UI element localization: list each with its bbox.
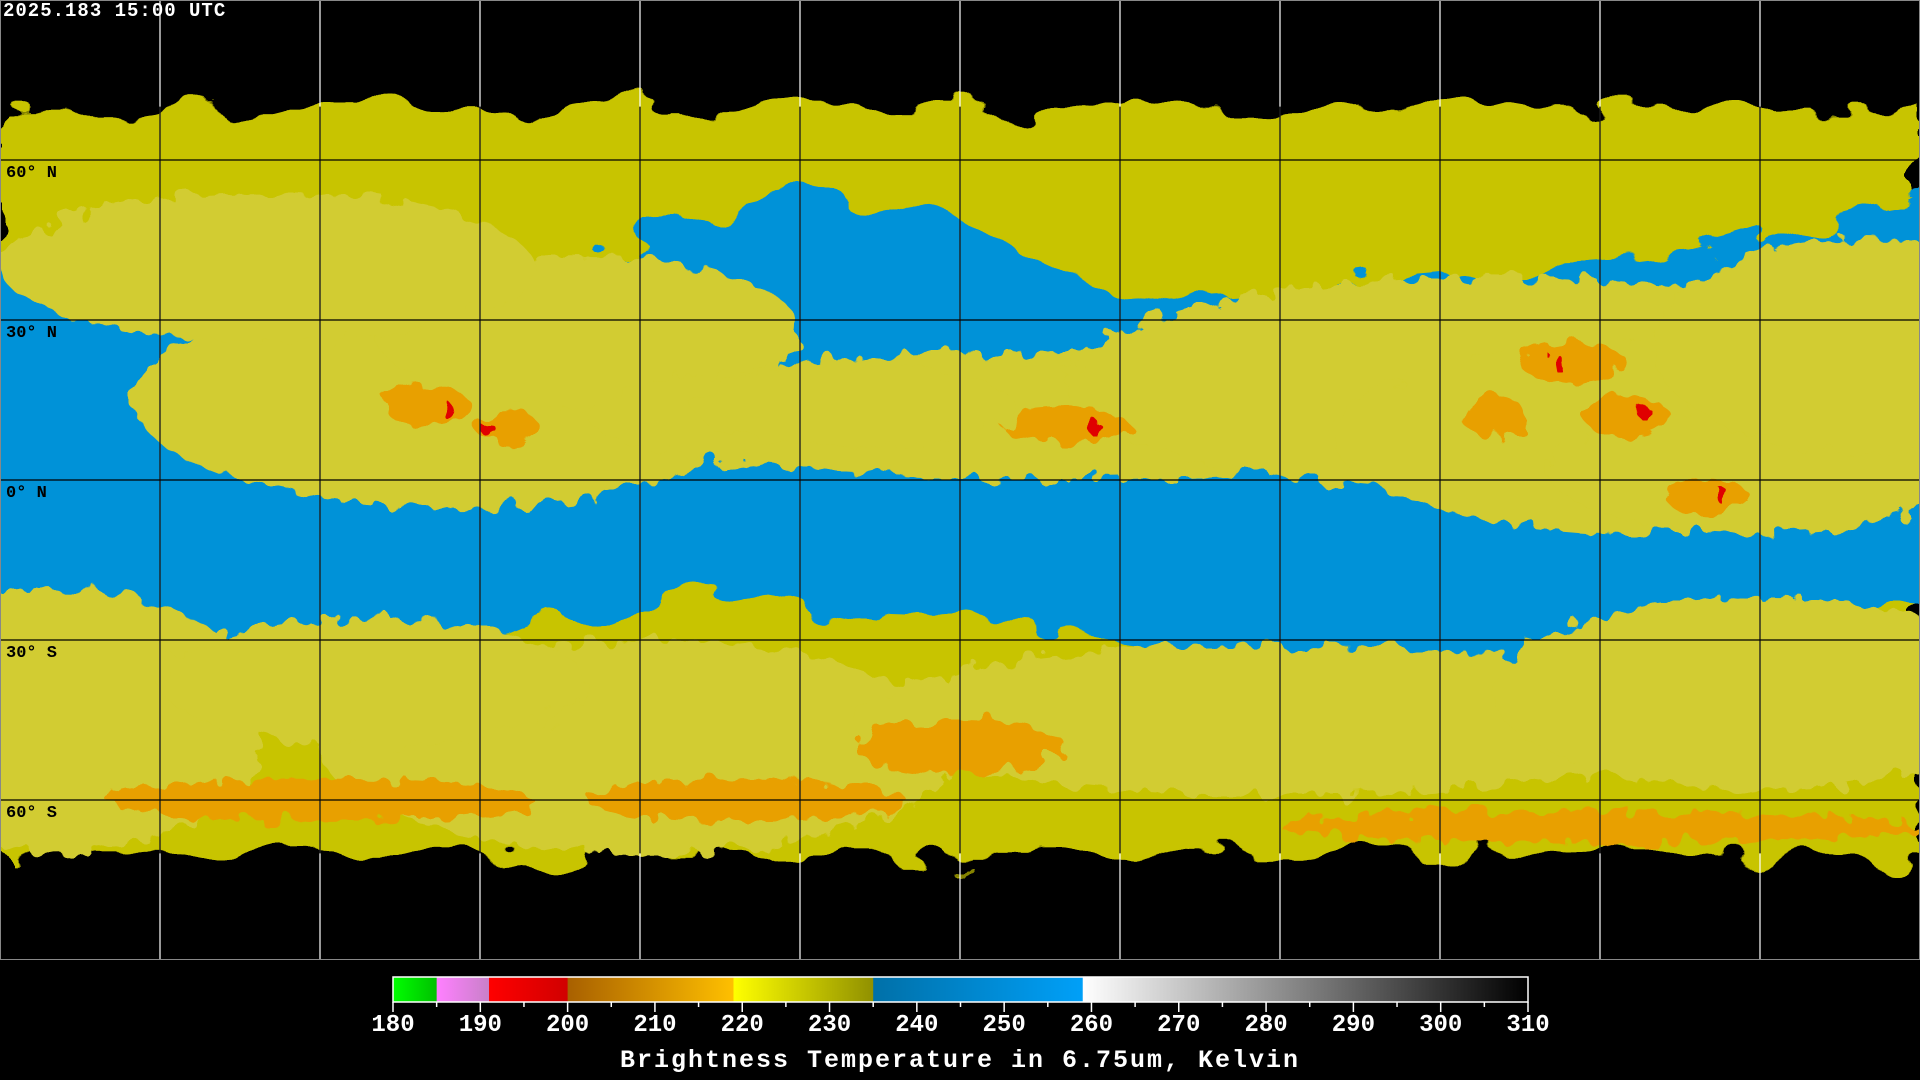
colorbar-tick-label: 210 bbox=[633, 1012, 677, 1039]
colorbar-tick-label: 240 bbox=[895, 1012, 939, 1039]
deep-convection bbox=[1664, 480, 1750, 512]
colorbar-tick-label: 310 bbox=[1506, 1012, 1550, 1039]
latitude-label: 30° N bbox=[6, 324, 58, 343]
moist-patch bbox=[0, 192, 534, 342]
colorbar-tick-label: 260 bbox=[1069, 1012, 1114, 1039]
convective-core bbox=[1550, 355, 1565, 370]
colorbar-tick-label: 180 bbox=[371, 1012, 415, 1039]
latitude-label: 60° S bbox=[6, 804, 58, 823]
convective-core bbox=[1635, 403, 1650, 418]
deep-convection bbox=[1584, 394, 1670, 438]
colorbar-tick-label: 270 bbox=[1157, 1012, 1201, 1039]
deep-convection bbox=[474, 410, 539, 443]
convective-core bbox=[441, 403, 455, 418]
colorbar-segment bbox=[393, 977, 438, 1002]
colorbar-segment bbox=[489, 977, 569, 1002]
satellite-map bbox=[0, 0, 1920, 960]
colorbar-segment bbox=[567, 977, 734, 1002]
moist-patch bbox=[160, 618, 587, 747]
deep-convection bbox=[1461, 394, 1526, 438]
colorbar-segment bbox=[733, 977, 874, 1002]
colorbar-tick-label: 300 bbox=[1419, 1012, 1463, 1039]
colorbar-tick-label: 200 bbox=[546, 1012, 590, 1039]
deep-convection bbox=[1002, 410, 1131, 443]
colorbar-tick-label: 190 bbox=[458, 1012, 502, 1039]
timestamp-title: 2025.183 15:00 UTC bbox=[3, 0, 227, 22]
deep-convection bbox=[1520, 341, 1627, 384]
colorbar-tick-label: 220 bbox=[720, 1012, 764, 1039]
convective-core bbox=[1715, 489, 1730, 503]
colorbar bbox=[392, 976, 1529, 1012]
colorbar-tick-label: 280 bbox=[1244, 1012, 1288, 1039]
colorbar-title: Brightness Temperature in 6.75um, Kelvin bbox=[619, 1046, 1301, 1075]
latitude-label: 0° N bbox=[6, 484, 47, 503]
moist-patch bbox=[693, 362, 1014, 449]
latitude-label: 60° N bbox=[6, 164, 58, 183]
colorbar-tick-label: 290 bbox=[1331, 1012, 1375, 1039]
convective-core bbox=[1086, 419, 1101, 434]
colorbar-segment bbox=[873, 977, 1084, 1002]
colorbar-tick-label: 250 bbox=[982, 1012, 1026, 1039]
moist-patch bbox=[1653, 240, 1920, 454]
latitude-label: 30° S bbox=[6, 644, 58, 663]
colorbar-segment bbox=[1082, 977, 1529, 1002]
colorbar-tick-label: 230 bbox=[807, 1012, 852, 1039]
deep-convection bbox=[384, 384, 470, 427]
colorbar-segment bbox=[436, 977, 490, 1002]
convective-core bbox=[483, 425, 498, 439]
